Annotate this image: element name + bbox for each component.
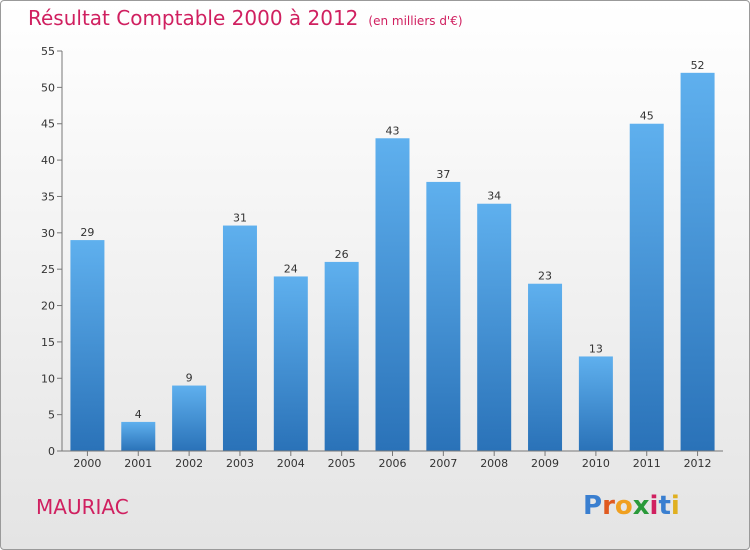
value-label-2009: 23: [538, 270, 552, 283]
value-label-2011: 45: [640, 110, 654, 123]
bar-2002: [172, 385, 207, 451]
y-tick-label: 25: [41, 263, 55, 276]
y-tick-label: 5: [48, 409, 55, 422]
bar-2006: [375, 138, 410, 452]
value-label-2008: 34: [487, 190, 501, 203]
y-tick-label: 20: [41, 300, 55, 313]
value-label-2003: 31: [233, 212, 247, 225]
x-tick-label-2001: 2001: [124, 457, 152, 470]
y-tick-label: 50: [41, 81, 55, 94]
bar-2012: [680, 72, 715, 452]
y-tick-label: 10: [41, 372, 55, 385]
x-tick-label-2002: 2002: [175, 457, 203, 470]
logo-letter: t: [658, 491, 671, 521]
logo-letter: i: [649, 491, 659, 521]
bar-2000: [70, 240, 105, 451]
x-tick-label-2004: 2004: [277, 457, 305, 470]
value-label-2002: 9: [186, 372, 193, 385]
value-label-2001: 4: [135, 408, 142, 421]
proxiti-logo: Proxiti: [583, 491, 680, 521]
x-tick-label-2011: 2011: [633, 457, 661, 470]
bar-2003: [222, 225, 257, 451]
x-tick-label-2012: 2012: [684, 457, 712, 470]
x-tick-label-2003: 2003: [226, 457, 254, 470]
logo-letter: P: [583, 491, 603, 521]
value-label-2000: 29: [80, 226, 94, 239]
y-tick-label: 45: [41, 118, 55, 131]
value-label-2010: 13: [589, 342, 603, 355]
y-tick-label: 40: [41, 154, 55, 167]
y-tick-label: 15: [41, 336, 55, 349]
value-label-2006: 43: [386, 124, 400, 137]
bar-2010: [578, 356, 613, 451]
x-tick-label-2008: 2008: [480, 457, 508, 470]
y-tick-label: 55: [41, 45, 55, 58]
bar-2008: [477, 203, 512, 451]
y-tick-label: 35: [41, 190, 55, 203]
chart-title: Résultat Comptable 2000 à 2012 (en millie…: [28, 6, 463, 30]
value-label-2007: 37: [436, 168, 450, 181]
x-tick-label-2007: 2007: [429, 457, 457, 470]
x-tick-label-2009: 2009: [531, 457, 559, 470]
bar-2005: [324, 261, 359, 451]
y-tick-label: 0: [48, 445, 55, 458]
value-label-2004: 24: [284, 262, 298, 275]
x-tick-label-2006: 2006: [379, 457, 407, 470]
logo-letter: o: [614, 491, 633, 521]
value-label-2005: 26: [335, 248, 349, 261]
logo-letter: i: [670, 491, 680, 521]
x-tick-label-2005: 2005: [328, 457, 356, 470]
bar-2011: [629, 123, 664, 452]
value-label-2012: 52: [691, 59, 705, 72]
bar-2007: [426, 181, 461, 451]
logo-letter: x: [632, 491, 650, 521]
logo-letter: r: [602, 491, 615, 521]
commune-name: MAURIAC: [36, 495, 129, 519]
x-tick-label-2000: 2000: [73, 457, 101, 470]
bar-2009: [528, 283, 563, 451]
x-tick-label-2010: 2010: [582, 457, 610, 470]
y-tick-label: 30: [41, 227, 55, 240]
bar-2004: [273, 276, 308, 451]
bar-2001: [121, 421, 156, 451]
chart-title-text: Résultat Comptable 2000 à 2012: [28, 6, 359, 30]
chart-subtitle: (en milliers d'€): [368, 14, 463, 28]
